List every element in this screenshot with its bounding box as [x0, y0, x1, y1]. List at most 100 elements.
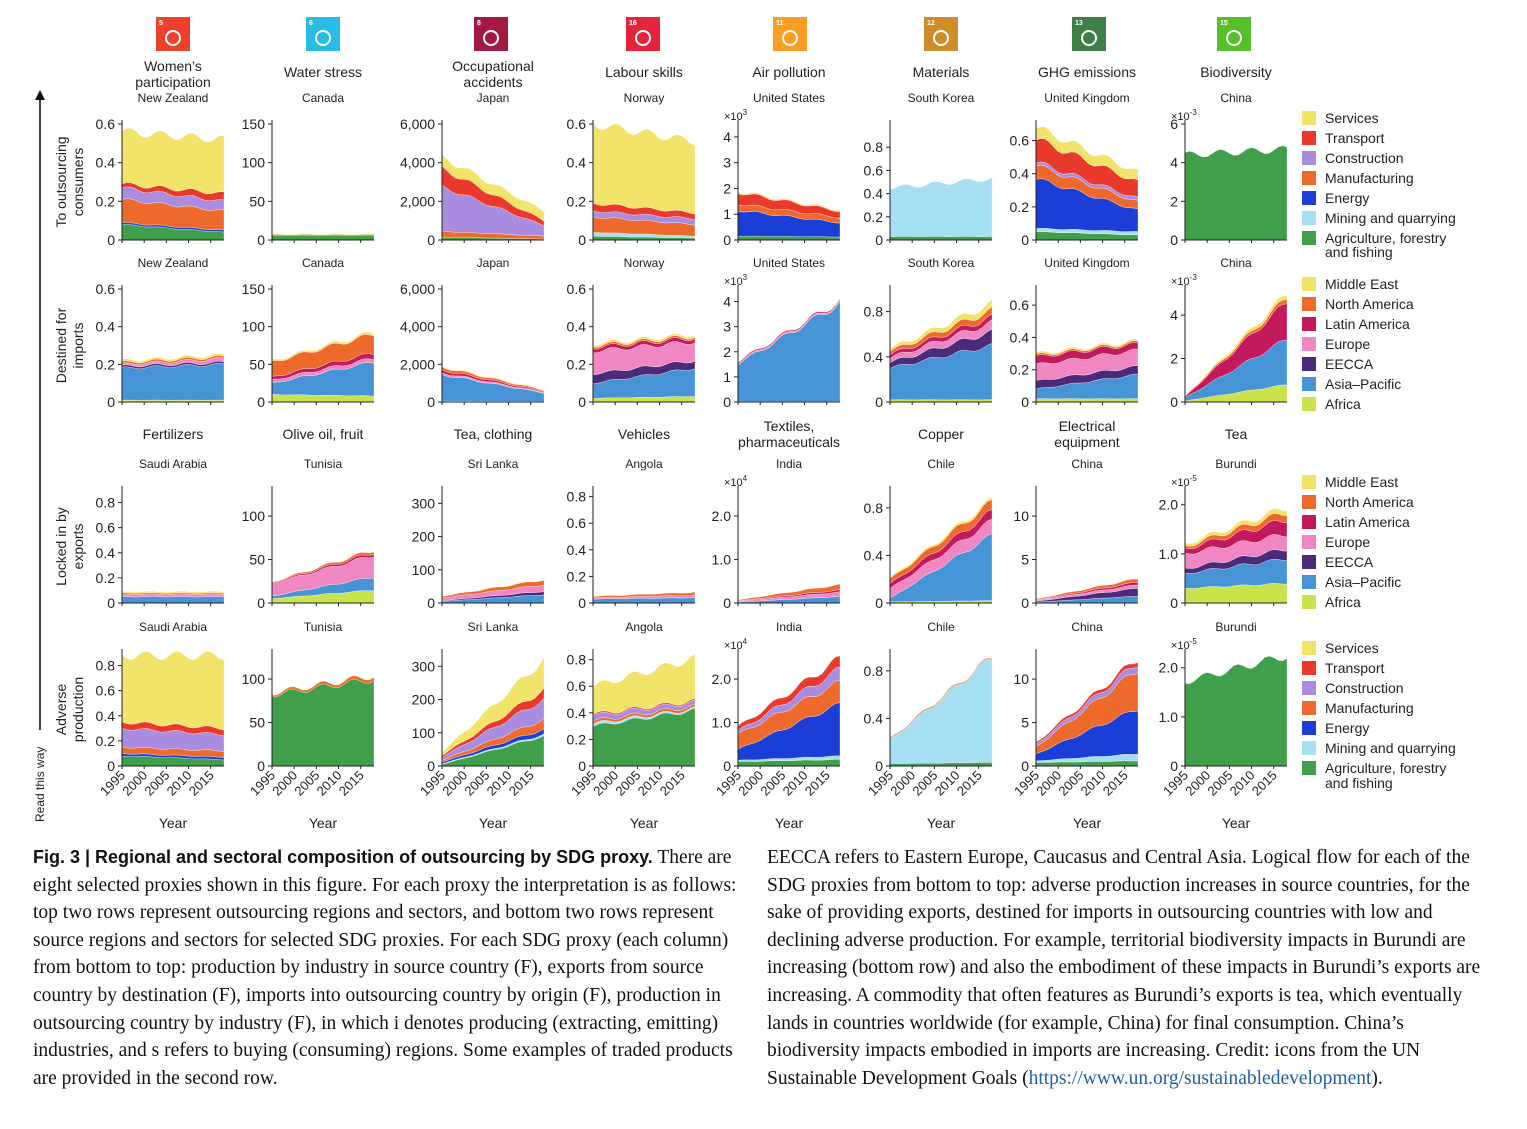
figure-caption-right: EECCA refers to Eastern Europe, Caucasus… [767, 844, 1487, 1092]
y-tick-label: 0.6 [96, 683, 116, 699]
area-layer [737, 583, 841, 602]
country-label: Chile [927, 457, 955, 471]
country-label: United States [753, 256, 825, 270]
country-label: Burundi [1215, 457, 1256, 471]
y-tick-label: 0 [1021, 394, 1029, 410]
y-tick-label: 10 [1013, 671, 1029, 687]
region-legend-item: North America [1325, 494, 1414, 510]
y-tick-label: 0.2 [1010, 362, 1030, 378]
region-legend-item: Europe [1325, 336, 1370, 352]
product-header: pharmaceuticals [738, 434, 840, 450]
legend-swatch [1302, 681, 1316, 695]
un-sdg-link[interactable]: https://www.un.org/sustainabledevelopmen… [1028, 1067, 1372, 1089]
sector-legend-item: Energy [1325, 190, 1369, 206]
x-tick-label: 2015 [954, 768, 985, 799]
y-tick-label: 2.0 [1159, 660, 1179, 676]
sector-legend-item: Transport [1325, 660, 1385, 676]
y-tick-label: 10 [1013, 508, 1029, 524]
sector-legend-item: and fishing [1325, 244, 1393, 260]
x-axis-label: Year [309, 815, 338, 831]
legend-swatch [1302, 701, 1316, 715]
sector-legend-item: Manufacturing [1325, 170, 1414, 186]
country-label: China [1220, 91, 1252, 105]
y-tick-label: 0 [875, 232, 883, 248]
y-tick-label: 0.4 [567, 542, 587, 558]
sector-legend-item: Mining and quarrying [1325, 740, 1456, 756]
sdg-glyph [1081, 30, 1097, 46]
y-tick-label: 100 [412, 562, 436, 578]
sector-legend-item: Construction [1325, 150, 1404, 166]
legend-swatch [1302, 231, 1316, 245]
legend-swatch [1302, 297, 1316, 311]
legend-swatch [1302, 595, 1316, 609]
region-legend-item: Latin America [1325, 316, 1410, 332]
area-layer [121, 353, 225, 364]
row-label: To outsourcing [53, 136, 69, 227]
area-layer [737, 655, 841, 731]
y-tick-label: 0.4 [96, 545, 116, 561]
y-tick-label: 0 [1170, 394, 1178, 410]
y-tick-label: 0 [723, 232, 731, 248]
y-tick-label: 0 [723, 394, 731, 410]
proxy-header: Air pollution [752, 64, 825, 80]
proxy-header: Labour skills [605, 64, 683, 80]
y-tick-label: 0 [1170, 758, 1178, 774]
country-label: China [1220, 256, 1252, 270]
area-layer [271, 551, 375, 584]
y-tick-label: 300 [412, 658, 436, 674]
y-tick-label: 0.2 [96, 570, 116, 586]
axis-exponent: ×104 [724, 474, 748, 489]
x-tick-label: 2015 [1249, 768, 1280, 799]
y-tick-label: 100 [242, 155, 266, 171]
legend-swatch [1302, 575, 1316, 589]
area-layer [121, 591, 225, 594]
y-tick-label: 1.0 [1159, 546, 1179, 562]
y-tick-label: 0 [257, 232, 265, 248]
y-tick-label: 4 [723, 129, 731, 145]
y-tick-label: 0 [427, 595, 435, 611]
legend-swatch [1302, 761, 1316, 775]
country-label: Canada [302, 256, 344, 270]
x-tick-label: 2015 [1100, 768, 1131, 799]
sector-legend-item: Manufacturing [1325, 700, 1414, 716]
legend-swatch [1302, 515, 1316, 529]
y-tick-label: 0.6 [567, 515, 587, 531]
y-tick-label: 0.4 [1010, 166, 1030, 182]
x-axis-label: Year [775, 815, 804, 831]
area-layer [441, 656, 545, 757]
area-layer [1184, 508, 1288, 547]
region-legend-item: EECCA [1325, 554, 1374, 570]
axis-exponent: ×10-5 [1171, 637, 1197, 652]
y-tick-label: 3 [723, 319, 731, 335]
area-layer [441, 579, 545, 599]
y-tick-label: 0.2 [1010, 199, 1030, 215]
x-tick-label: 2015 [336, 768, 367, 799]
country-label: Angola [625, 457, 663, 471]
region-legend-item: EECCA [1325, 356, 1374, 372]
y-tick-label: 2 [1170, 351, 1178, 367]
y-tick-label: 4 [723, 294, 731, 310]
product-header: equipment [1054, 434, 1119, 450]
area-layer [592, 591, 696, 599]
y-tick-label: 0.2 [96, 733, 116, 749]
legend-swatch [1302, 721, 1316, 735]
country-label: Saudi Arabia [139, 457, 207, 471]
area-layer [121, 596, 225, 604]
y-tick-label: 5 [1021, 552, 1029, 568]
y-tick-label: 1.0 [1159, 709, 1179, 725]
y-tick-label: 0 [875, 394, 883, 410]
y-tick-label: 0.8 [864, 139, 884, 155]
country-label: South Korea [908, 256, 975, 270]
y-tick-label: 3 [723, 155, 731, 171]
area-layer [271, 679, 375, 767]
product-header: Textiles, [764, 418, 815, 434]
sdg-number: 15 [1220, 20, 1228, 27]
country-label: Canada [302, 91, 344, 105]
x-axis-label: Year [927, 815, 956, 831]
y-tick-label: 0.2 [864, 209, 884, 225]
y-tick-label: 1.0 [712, 715, 732, 731]
area-layer [592, 653, 696, 715]
region-legend-item: North America [1325, 296, 1414, 312]
legend-swatch [1302, 151, 1316, 165]
